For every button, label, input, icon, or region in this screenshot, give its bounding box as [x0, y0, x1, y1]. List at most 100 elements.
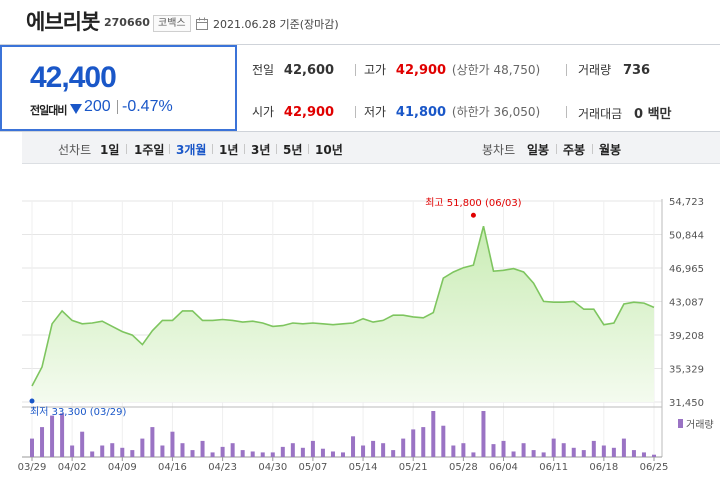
volume-bar: [320, 448, 325, 457]
x-tick-label: 03/29: [18, 462, 47, 473]
volume-bar: [70, 445, 75, 457]
volume-legend-swatch: [678, 419, 683, 428]
x-tick-label: 05/14: [349, 462, 378, 473]
amount-value: 0 백만: [634, 107, 672, 122]
quote-summary: 42,400 전일대비 200 -0.47% 전일 42,600 고가 42,9…: [0, 44, 720, 132]
volume-bar: [270, 452, 275, 457]
volume-bar: [310, 440, 315, 457]
x-tick-label: 06/04: [489, 462, 518, 473]
volume-bar: [471, 452, 476, 457]
divider: [117, 100, 118, 114]
period-monthly[interactable]: 월봉: [599, 143, 622, 157]
volume-bar: [240, 450, 245, 457]
period-1w[interactable]: 1주일: [134, 143, 165, 157]
period-1d[interactable]: 1일: [100, 143, 120, 157]
volume-bar: [290, 443, 295, 457]
divider: [592, 144, 593, 154]
current-price: 42,400: [30, 61, 117, 94]
volume-bar: [40, 427, 45, 457]
volume-bar: [371, 440, 376, 457]
period-5y[interactable]: 5년: [283, 143, 303, 157]
divider: [244, 144, 245, 154]
period-10y[interactable]: 10년: [315, 143, 343, 157]
volume-bar: [461, 443, 466, 457]
open-label: 시가: [252, 105, 275, 119]
volume-bar: [431, 411, 436, 457]
y-tick-label: 35,329: [669, 365, 704, 376]
divider: [169, 144, 170, 154]
stock-header: 에브리봇 270660 코백스 2021.06.28 기준(장마감): [0, 0, 720, 40]
volume-bar: [200, 440, 205, 457]
line-chart-label: 선차트: [58, 143, 92, 157]
min-point-marker: [29, 398, 35, 404]
x-tick-label: 05/21: [399, 462, 428, 473]
price-area: [32, 226, 654, 402]
volume-bar: [220, 446, 225, 457]
volume-bars: [30, 411, 656, 457]
divider: [556, 144, 557, 154]
period-selector: 선차트 1일 1주일 3개월 1년 3년 5년 10년 봉차트 일봉 주봉 월봉: [22, 132, 720, 164]
y-tick-label: 50,844: [669, 231, 704, 242]
volume-legend: 거래량: [686, 419, 714, 431]
volume-bar: [351, 436, 356, 457]
price-panel: 42,400 전일대비 200 -0.47%: [0, 45, 237, 131]
divider: [212, 144, 213, 154]
volume-bar: [361, 445, 366, 457]
volume-bar: [421, 427, 426, 457]
volume-bar: [341, 452, 345, 457]
volume-bar: [652, 454, 656, 457]
volume-bar: [160, 445, 165, 457]
volume-bar: [631, 450, 636, 457]
volume-bar: [481, 411, 486, 457]
volume-bar: [491, 444, 496, 457]
volume-bar: [441, 425, 446, 457]
x-tick-label: 06/25: [640, 462, 669, 473]
volume-bar: [411, 429, 416, 457]
high-price: 고가 42,900 (상한가 48,750): [364, 61, 540, 78]
period-weekly[interactable]: 주봉: [563, 143, 586, 157]
period-1y[interactable]: 1년: [219, 143, 239, 157]
trade-amount: 거래대금 0 백만: [578, 103, 672, 122]
prev-close-value: 42,600: [283, 63, 335, 78]
y-axis: 54,723 50,844 46,965 43,087 39,208 35,329 31,4…: [669, 197, 704, 409]
volume-bar: [621, 438, 626, 457]
x-tick-label: 06/11: [539, 462, 568, 473]
upper-limit: (상한가 48,750): [451, 63, 541, 77]
down-arrow-icon: [70, 104, 82, 114]
base-date: 2021.06.28 기준(장마감): [213, 18, 339, 31]
x-tick-label: 06/18: [589, 462, 618, 473]
divider: [308, 144, 309, 154]
volume-bar: [591, 440, 596, 457]
volume-bar: [150, 427, 155, 457]
market-badge: 코백스: [153, 15, 191, 32]
divider: [566, 64, 567, 76]
volume-bar: [110, 443, 115, 457]
low-value: 41,800: [395, 105, 447, 120]
x-tick-label: 04/09: [108, 462, 137, 473]
volume: 거래량 736: [578, 61, 650, 78]
volume-bar: [260, 452, 265, 457]
volume-bar: [561, 443, 566, 457]
open-value: 42,900: [283, 105, 335, 120]
y-tick-label: 46,965: [669, 264, 704, 275]
x-tick-label: 05/28: [449, 462, 478, 473]
x-tick-label: 04/16: [158, 462, 187, 473]
y-tick-label: 31,450: [669, 398, 704, 409]
divider: [566, 106, 567, 118]
change-label: 전일대비: [30, 104, 67, 117]
volume-bar: [100, 445, 105, 457]
period-daily[interactable]: 일봉: [527, 143, 550, 157]
volume-bar: [230, 443, 235, 457]
volume-bar: [521, 443, 526, 457]
volume-bar: [90, 451, 95, 457]
volume-bar: [170, 431, 175, 457]
period-3y[interactable]: 3년: [251, 143, 271, 157]
period-3m[interactable]: 3개월: [176, 143, 207, 157]
x-tick-label: 05/07: [298, 462, 327, 473]
change-percent: -0.47%: [122, 98, 173, 115]
volume-bar: [451, 445, 456, 457]
max-annotation: 최고 51,800 (06/03): [425, 197, 521, 209]
y-tick-label: 54,723: [669, 197, 704, 208]
volume-bar: [571, 447, 576, 457]
